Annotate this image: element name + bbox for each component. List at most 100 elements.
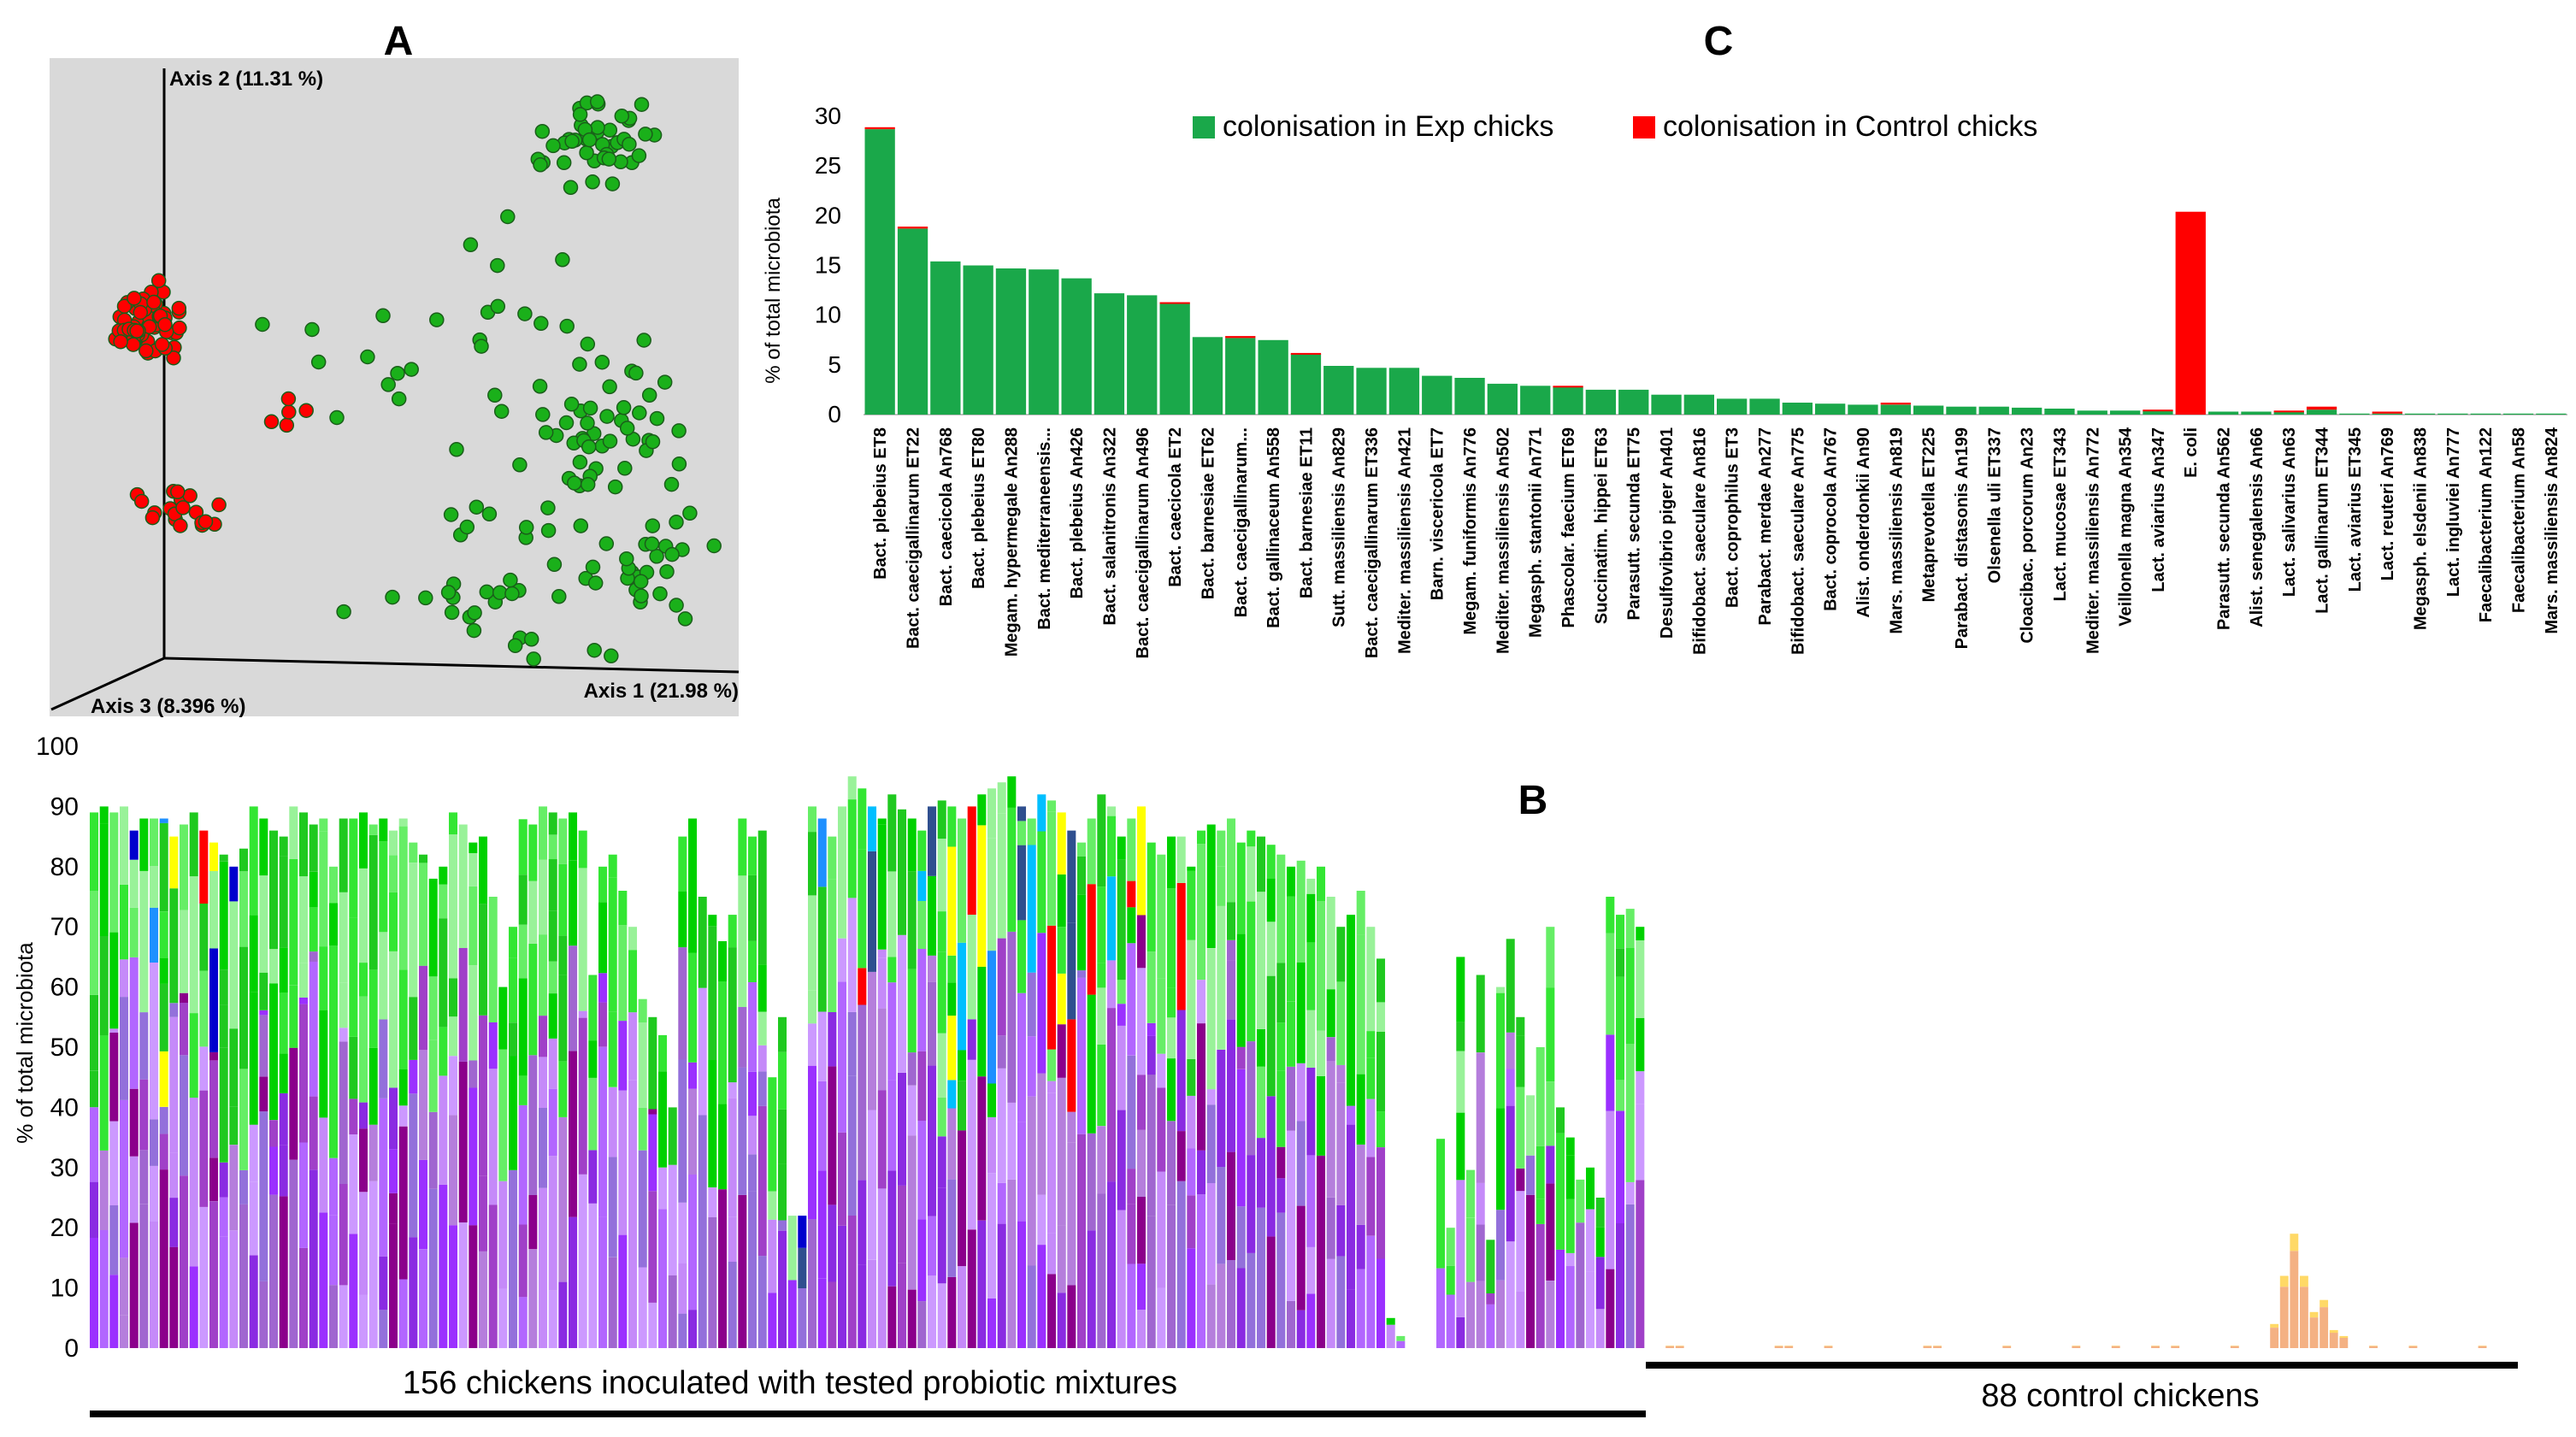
c-category-label: Bifidobact. saeculare An816	[1690, 427, 1709, 655]
b-bar-segment	[409, 1059, 418, 1094]
b-bar-segment	[778, 1016, 787, 1052]
b-bar-segment	[1317, 1155, 1326, 1169]
pcoa-point	[443, 507, 459, 522]
b-bar-segment	[1546, 987, 1555, 1081]
b-bar-segment	[778, 1220, 787, 1231]
b-bar-segment	[1236, 933, 1246, 1047]
b-bar-segment	[928, 981, 937, 1066]
b-bar-segment	[1266, 1096, 1276, 1237]
b-bar-segment	[498, 1181, 508, 1224]
b-ytick-label: 90	[50, 792, 79, 821]
b-bar-segment	[109, 932, 119, 1029]
b-bar-segment	[349, 986, 358, 1037]
b-bar-segment	[498, 1223, 508, 1289]
b-bar-segment	[1516, 1291, 1525, 1348]
b-bar-segment	[1137, 1197, 1147, 1264]
b-control-segment	[2151, 1346, 2160, 1348]
c-bar-exp	[1487, 383, 1518, 415]
b-bar-segment	[339, 818, 348, 892]
b-ytick-label: 100	[36, 733, 79, 761]
b-bar-segment	[1595, 1309, 1605, 1348]
b-bar-segment	[389, 1149, 398, 1193]
b-bar-segment	[1057, 1077, 1066, 1226]
b-bar-segment	[458, 1061, 468, 1222]
b-bar-segment	[1127, 818, 1136, 881]
b-bar-segment	[907, 1289, 917, 1348]
b-bar-segment	[1206, 1089, 1216, 1105]
b-bar-segment	[858, 849, 867, 969]
b-bar-segment	[997, 1035, 1006, 1069]
b-bar-segment	[1227, 902, 1236, 940]
b-control-segment	[2309, 1311, 2319, 1318]
b-bar-segment	[1506, 1069, 1515, 1106]
b-bar-segment	[638, 1022, 647, 1108]
b-bar-segment	[618, 1090, 628, 1235]
b-bar-segment	[638, 998, 647, 1022]
b-bar-segment	[967, 915, 976, 1020]
b-bar-segment	[539, 1187, 548, 1348]
b-bar-segment	[1486, 1304, 1495, 1348]
b-bar-segment	[1097, 1044, 1106, 1127]
pcoa-point	[631, 148, 647, 163]
pcoa-point	[594, 354, 610, 370]
pcoa-point	[545, 138, 561, 154]
b-bar-segment	[279, 1145, 288, 1197]
b-bar-segment	[249, 915, 258, 992]
c-bar-control	[1553, 386, 1583, 388]
b-bar-segment	[90, 1238, 99, 1348]
b-bar-segment	[169, 1152, 179, 1198]
b-bar-segment	[1187, 1148, 1196, 1196]
b-bar-segment	[778, 1051, 787, 1110]
c-bar-exp	[2470, 413, 2501, 415]
b-bar-segment	[958, 818, 967, 943]
b-bar-segment	[778, 1163, 787, 1221]
b-bar-segment	[1117, 980, 1126, 1004]
b-bar-segment	[1616, 976, 1625, 1081]
b-bar-segment	[249, 1181, 258, 1256]
pcoa-point	[336, 604, 351, 620]
b-bar-segment	[1157, 1287, 1166, 1348]
b-bar-segment	[1236, 1206, 1246, 1269]
c-bar-exp	[1159, 303, 1190, 415]
b-bar-segment	[239, 848, 249, 872]
pcoa-point	[512, 457, 528, 473]
b-bar-segment	[917, 1051, 927, 1121]
b-control-segment	[2111, 1346, 2120, 1348]
b-bar-segment	[239, 1169, 249, 1204]
b-bar-segment	[828, 1281, 837, 1348]
b-bar-segment	[1336, 1204, 1346, 1257]
b-bar-segment	[449, 1056, 458, 1116]
b-bar-segment	[1176, 1010, 1186, 1132]
c-bar-exp	[2536, 413, 2567, 415]
pcoa-point	[664, 546, 680, 562]
b-bar-segment	[389, 1223, 398, 1348]
b-bar-segment	[99, 1150, 109, 1230]
pcoa-points	[108, 94, 722, 667]
b-bar-segment	[1247, 1041, 1256, 1156]
b-bar-segment	[1366, 1031, 1376, 1058]
c-ytick-label: 15	[815, 252, 841, 279]
b-bar-segment	[90, 1070, 99, 1108]
b-bar-segment	[1007, 807, 1017, 932]
pcoa-axis-1	[163, 657, 740, 674]
c-category-label: Lact. gallinarum ET344	[2314, 427, 2332, 614]
b-bar-segment	[1296, 962, 1306, 1063]
c-category-label: Bifidobact. saeculare An775	[1789, 427, 1807, 655]
b-bar-segment	[129, 957, 139, 1089]
b-bar-segment	[748, 836, 757, 875]
b-bar-segment	[947, 846, 957, 956]
pcoa-point	[385, 589, 400, 605]
b-bar-segment	[1546, 1183, 1555, 1281]
b-bar-segment	[917, 870, 927, 901]
b-bar-segment	[1347, 915, 1356, 1008]
b-bar-segment	[90, 1107, 99, 1182]
b-bar-segment	[1356, 1224, 1365, 1269]
b-bar-segment	[479, 904, 488, 1016]
b-bar-segment	[1176, 1131, 1186, 1181]
b-bar-segment	[1037, 1073, 1046, 1195]
pcoa-point	[649, 410, 665, 427]
b-bar-segment	[1287, 1300, 1296, 1348]
b-bar-segment	[389, 892, 398, 951]
b-bar-segment	[90, 994, 99, 1071]
b-bar-segment	[1326, 897, 1335, 990]
